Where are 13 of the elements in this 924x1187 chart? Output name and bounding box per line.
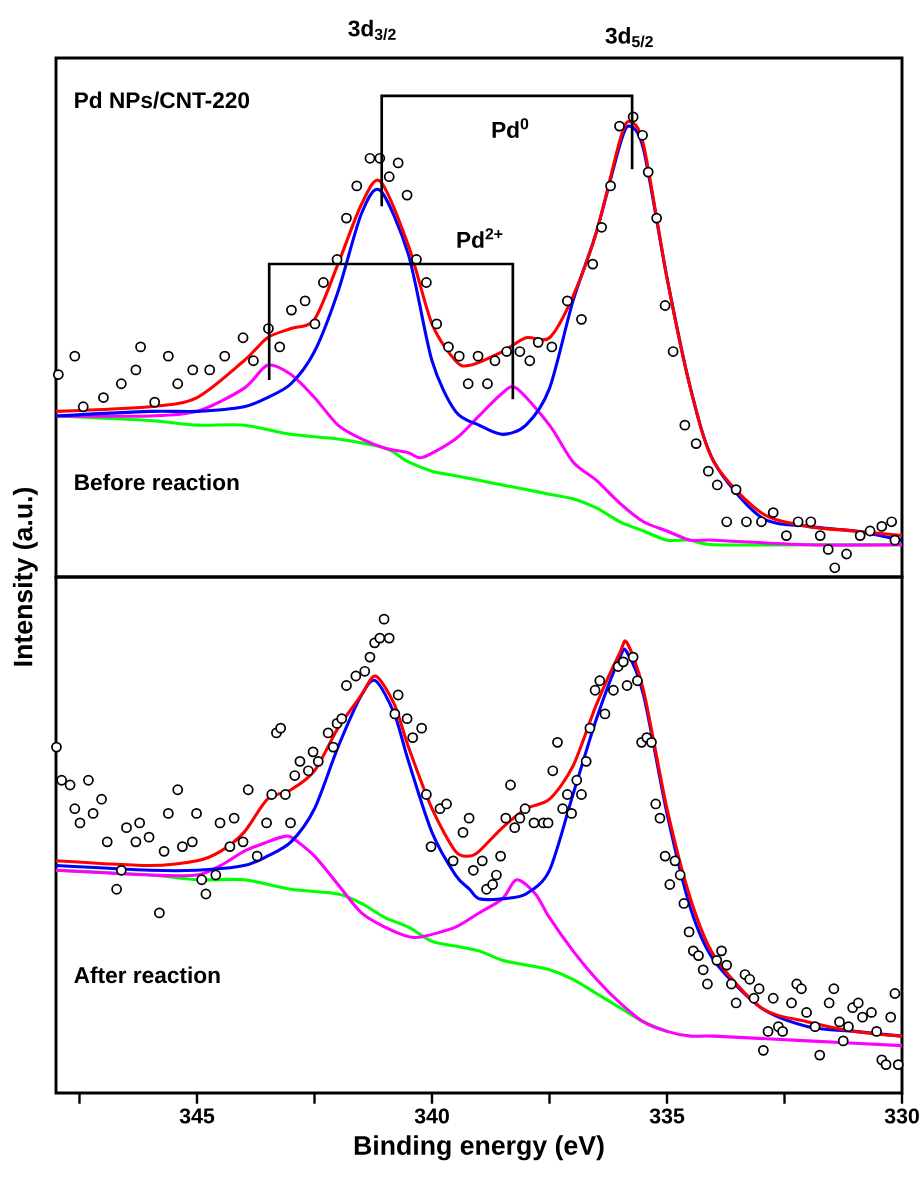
x-tick-label: 335 — [649, 1108, 685, 1124]
annotation: Before reaction — [75, 473, 239, 491]
annotation: After reaction — [74, 966, 220, 984]
text: 3d$_{5/2}$ — [605, 27, 653, 48]
annotation: Pd$^{2+}$ — [457, 228, 503, 248]
annotation: Pd$^{0}$ — [492, 118, 529, 138]
y-axis-title: Intensity (a.u.) — [12, 487, 38, 666]
x-tick-label: 330 — [884, 1108, 919, 1124]
text: 3d$_{3/2}$ — [348, 19, 396, 41]
x-axis-title: Binding energy (eV) — [354, 1135, 604, 1161]
x-tick-label: 340 — [414, 1108, 449, 1124]
x-tick-label: 345 — [179, 1108, 215, 1124]
text: Pd NPs/CNT-220 — [75, 91, 250, 109]
